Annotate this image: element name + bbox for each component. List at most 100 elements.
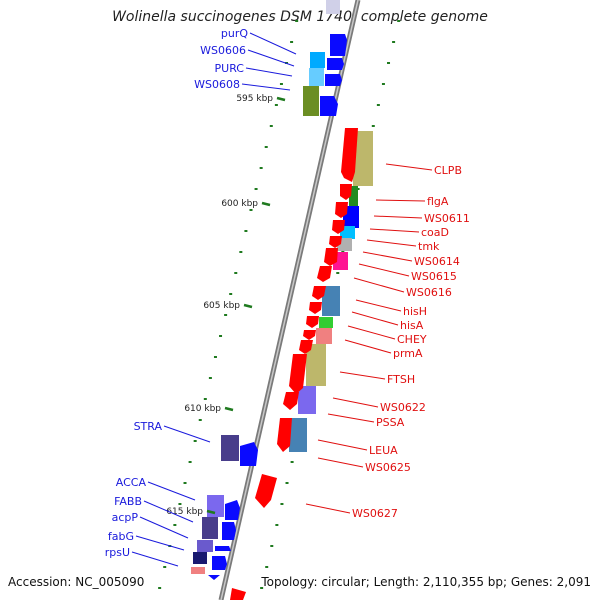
- label-leader: [362, 251, 413, 262]
- kbp-tick-mark: [276, 96, 286, 102]
- tick-dot: [371, 125, 375, 127]
- gene-label: STRA: [134, 420, 163, 433]
- gene-label: WS0611: [424, 212, 470, 225]
- tick-dot: [290, 41, 294, 43]
- gene-arrow: [327, 58, 344, 70]
- gene-arrow: [283, 392, 299, 410]
- gene-arrow: [230, 588, 246, 600]
- tick-dot: [269, 125, 273, 127]
- gene-label: WS0627: [352, 507, 398, 520]
- kbp-tick-label: 600 kbp: [221, 199, 258, 209]
- tick-dot: [265, 566, 269, 568]
- gene-arrow: [317, 266, 332, 282]
- cog-box: [326, 0, 340, 14]
- kbp-tick-label: 615 kbp: [166, 507, 203, 517]
- gene-label: flgA: [427, 195, 449, 208]
- label-leader: [131, 551, 179, 567]
- tick-dots: [158, 20, 401, 589]
- label-leader: [163, 425, 211, 443]
- label-leader: [373, 215, 423, 219]
- gene-label: tmk: [418, 240, 440, 253]
- tick-dot: [234, 272, 238, 274]
- label-leader: [317, 457, 364, 468]
- gene-label: WS0614: [414, 255, 460, 268]
- label-leader: [249, 32, 297, 55]
- gene-arrow: [225, 500, 240, 520]
- gene-label: prmA: [393, 347, 423, 360]
- label-leader: [385, 163, 433, 171]
- gene-arrow: [312, 286, 326, 300]
- gene-label: CHEY: [397, 333, 427, 346]
- label-leader: [143, 500, 194, 523]
- gene-arrow: [222, 522, 236, 540]
- gene-label: PSSA: [376, 416, 405, 429]
- gene-arrow: [208, 575, 220, 580]
- gene-arrow: [325, 74, 342, 86]
- gene-label: PURC: [215, 62, 245, 75]
- tick-dot: [173, 524, 177, 526]
- tick-dot: [244, 230, 248, 232]
- gene-label: hisH: [403, 305, 427, 318]
- gene-arrow: [335, 202, 348, 218]
- tick-dot: [285, 482, 289, 484]
- tick-dot: [295, 20, 299, 22]
- gene-label: WS0622: [380, 401, 426, 414]
- gene-arrow: [277, 418, 292, 452]
- cog-box: [306, 344, 326, 386]
- tick-dot: [376, 104, 380, 106]
- map-title: Wolinella succinogenes DSM 1740, complet…: [112, 9, 488, 25]
- cog-box: [191, 567, 205, 574]
- tick-dot: [336, 272, 340, 274]
- cog-box: [202, 517, 218, 539]
- gene-arrow: [240, 442, 258, 466]
- tick-dot: [208, 377, 212, 379]
- reverse-gene-arrows: [230, 128, 358, 600]
- gene-arrow: [332, 220, 345, 234]
- gene-label: WS0608: [194, 78, 240, 91]
- label-leader: [245, 67, 293, 77]
- tick-dot: [356, 188, 360, 190]
- tick-dot: [397, 20, 401, 22]
- label-leader: [247, 49, 295, 67]
- tick-dot: [158, 587, 162, 589]
- cog-box: [303, 86, 319, 116]
- tick-dot: [239, 251, 243, 253]
- kbp-tick-mark: [206, 509, 216, 515]
- label-leader: [332, 397, 379, 408]
- tick-dot: [183, 482, 187, 484]
- gene-arrow: [329, 236, 342, 248]
- kbp-tick-mark: [224, 406, 234, 412]
- label-leader: [305, 503, 351, 514]
- tick-dot: [249, 209, 253, 211]
- tick-dot: [280, 503, 284, 505]
- gene-label: WS0606: [200, 44, 246, 57]
- cog-boxes: [191, 0, 373, 574]
- tick-dot: [392, 41, 396, 43]
- label-leader: [347, 325, 396, 340]
- forward-gene-labels: purQ WS0606 PURC WS0608 STRA ACCA FABB acpP fabG…: [105, 27, 297, 567]
- tick-dot: [275, 524, 279, 526]
- cog-box: [319, 317, 333, 328]
- cog-box: [193, 552, 207, 564]
- gene-label: LEUA: [369, 444, 398, 457]
- gene-label: rpsU: [105, 546, 130, 559]
- gene-arrow: [255, 474, 277, 508]
- gene-label: CLPB: [434, 164, 462, 177]
- gene-arrow: [215, 546, 231, 551]
- tick-dot: [163, 566, 167, 568]
- label-leader: [366, 239, 417, 247]
- cog-box: [316, 328, 332, 344]
- tick-dot: [264, 146, 268, 148]
- label-leader: [147, 481, 196, 501]
- cog-box: [322, 286, 340, 316]
- topology-text: Topology: circular; Length: 2,110,355 bp…: [261, 575, 591, 589]
- label-leader: [135, 535, 185, 551]
- label-leader: [353, 277, 405, 293]
- tick-dot: [274, 104, 278, 106]
- tick-dot: [387, 62, 391, 64]
- cog-box: [349, 186, 358, 206]
- gene-arrow: [212, 556, 227, 570]
- gene-label: purQ: [221, 27, 248, 40]
- label-leader: [344, 339, 392, 354]
- label-leader: [351, 311, 399, 326]
